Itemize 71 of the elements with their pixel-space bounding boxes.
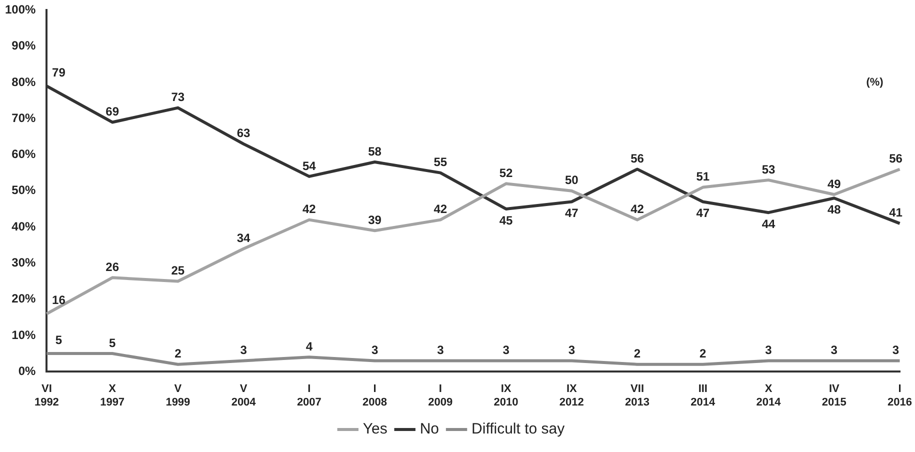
x-tick-label: IV 2015 bbox=[822, 383, 846, 408]
data-label: 55 bbox=[434, 155, 448, 170]
data-label: 79 bbox=[52, 65, 66, 80]
data-label: 63 bbox=[236, 126, 251, 140]
annotation: (%) bbox=[866, 76, 884, 89]
x-tick-label: X 2014 bbox=[756, 383, 782, 408]
x-tick-label: V 1999 bbox=[166, 383, 190, 408]
data-label: 16 bbox=[52, 293, 66, 308]
data-label: 4 bbox=[306, 339, 313, 354]
data-label: 49 bbox=[827, 176, 842, 191]
legend-label: Yes bbox=[362, 420, 388, 438]
data-label: 3 bbox=[502, 343, 510, 358]
legend-label: No bbox=[420, 420, 440, 438]
data-label: 73 bbox=[171, 90, 185, 104]
data-label: 26 bbox=[106, 260, 120, 274]
data-label: 3 bbox=[240, 343, 248, 358]
y-tick-label: 70% bbox=[12, 110, 36, 125]
y-tick-label: 100% bbox=[4, 2, 36, 17]
y-tick-label: 60% bbox=[12, 147, 36, 162]
data-label: 42 bbox=[434, 202, 448, 216]
data-label: 54 bbox=[302, 158, 316, 173]
data-label: 48 bbox=[827, 202, 842, 216]
data-label: 45 bbox=[499, 213, 514, 228]
y-tick-label: 80% bbox=[12, 74, 36, 89]
x-tick-label: VII 2013 bbox=[625, 383, 650, 408]
data-label: 25 bbox=[171, 264, 185, 278]
data-label: 42 bbox=[302, 202, 316, 216]
data-label: 3 bbox=[765, 343, 772, 358]
data-label: 41 bbox=[889, 206, 903, 220]
data-label: 2 bbox=[174, 346, 182, 361]
x-tick-label: III 2014 bbox=[690, 383, 716, 408]
data-label: 2 bbox=[634, 346, 641, 361]
x-tick-label: I 2016 bbox=[888, 383, 912, 408]
x-tick-label: I 2009 bbox=[428, 383, 453, 408]
data-label: 51 bbox=[696, 170, 710, 184]
y-tick-label: 50% bbox=[12, 183, 36, 198]
data-label: 3 bbox=[568, 343, 576, 358]
data-label: 39 bbox=[368, 212, 382, 227]
x-tick-label: IX 2010 bbox=[494, 383, 518, 408]
data-label: 44 bbox=[762, 216, 776, 231]
data-label: 3 bbox=[371, 343, 378, 358]
data-label: 52 bbox=[499, 166, 514, 180]
x-tick-label: I 2008 bbox=[362, 383, 388, 408]
data-label: 3 bbox=[437, 343, 444, 358]
y-tick-label: 20% bbox=[12, 292, 36, 306]
data-label: 5 bbox=[108, 336, 116, 350]
data-label: 47 bbox=[696, 206, 710, 220]
data-label: 34 bbox=[236, 231, 251, 246]
data-label: 47 bbox=[564, 206, 579, 220]
data-label: 3 bbox=[830, 343, 838, 358]
data-label: 42 bbox=[630, 202, 644, 216]
y-tick-label: 10% bbox=[12, 328, 36, 342]
data-label: 58 bbox=[368, 144, 382, 158]
data-label: 5 bbox=[55, 332, 62, 347]
x-tick-label: V 2004 bbox=[231, 383, 257, 408]
y-tick-label: 30% bbox=[12, 255, 36, 270]
x-tick-label: IX 2012 bbox=[559, 383, 584, 408]
x-tick-label: VI 1992 bbox=[34, 383, 59, 408]
y-tick-label: 90% bbox=[12, 38, 36, 53]
data-label: 3 bbox=[892, 343, 900, 358]
data-label: 50 bbox=[564, 173, 579, 188]
x-tick-label: X 1997 bbox=[100, 383, 125, 408]
y-tick-label: 0% bbox=[18, 364, 36, 378]
data-label: 56 bbox=[889, 152, 903, 166]
data-label: 69 bbox=[106, 104, 120, 119]
data-label: 56 bbox=[630, 152, 644, 166]
legend-label: Difficult to say bbox=[472, 420, 566, 438]
data-label: 2 bbox=[700, 346, 707, 361]
y-tick-label: 40% bbox=[12, 219, 36, 234]
x-tick-label: I 2007 bbox=[296, 383, 322, 408]
data-label: 53 bbox=[762, 162, 776, 176]
